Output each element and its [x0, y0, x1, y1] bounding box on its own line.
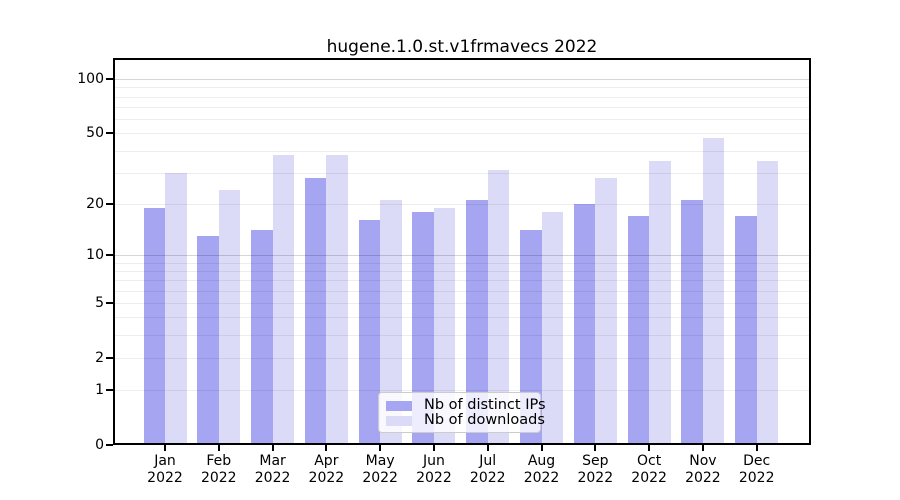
bar-nb-of-downloads-apr-2022: [326, 154, 348, 445]
bar-nb-of-distinct-ips-feb-2022: [197, 235, 219, 445]
bar-nb-of-downloads-jul-2022: [487, 170, 510, 445]
y-tick-100: [106, 78, 113, 81]
legend-swatch-distinct-ips: [386, 400, 412, 411]
legend-label-downloads: Nb of downloads: [424, 412, 545, 428]
gridline-minor: [115, 302, 809, 304]
bar-nb-of-distinct-ips-apr-2022: [304, 178, 327, 445]
x-tick-jan-2022: [164, 445, 166, 451]
gridline-minor: [115, 107, 809, 109]
x-tick-label-nov-2022: Nov 2022: [685, 453, 721, 486]
y-tick-50: [106, 132, 113, 135]
y-tick-0: [106, 444, 113, 446]
legend-label-distinct-ips: Nb of distinct IPs: [424, 397, 546, 413]
x-tick-label-feb-2022: Feb 2022: [200, 453, 237, 486]
gridline-minor: [115, 203, 809, 205]
x-tick-dec-2022: [755, 445, 758, 451]
legend-swatch-downloads: [386, 415, 412, 426]
x-tick-mar-2022: [271, 445, 274, 451]
gridline-minor: [115, 335, 809, 337]
x-tick-jun-2022: [432, 445, 435, 451]
x-tick-label-jul-2022: Jul 2022: [469, 453, 506, 486]
x-tick-label-sep-2022: Sep 2022: [577, 453, 614, 486]
x-tick-aug-2022: [540, 445, 543, 451]
gridline-major: [115, 79, 809, 81]
gridline-minor: [115, 96, 809, 98]
gridline-minor: [115, 87, 809, 89]
bar-nb-of-distinct-ips-dec-2022: [735, 215, 757, 445]
y-tick-label-100: 100: [77, 71, 104, 88]
y-tick-label-0: 0: [95, 437, 104, 453]
bar-nb-of-distinct-ips-jan-2022: [143, 207, 165, 445]
bar-nb-of-distinct-ips-aug-2022: [520, 230, 542, 445]
gridline-minor: [115, 133, 809, 135]
gridline-minor: [115, 150, 809, 152]
y-tick-20: [106, 202, 113, 205]
x-tick-label-dec-2022: Dec 2022: [738, 453, 775, 486]
bar-nb-of-downloads-mar-2022: [272, 154, 295, 445]
gridline-minor: [115, 290, 809, 292]
legend-item-distinct-ips: Nb of distinct IPs: [386, 398, 546, 413]
y-tick-label-5: 5: [95, 294, 104, 311]
x-tick-label-jun-2022: Jun 2022: [416, 453, 452, 486]
gridline-minor: [115, 280, 809, 282]
x-tick-nov-2022: [701, 445, 704, 451]
bar-nb-of-distinct-ips-jun-2022: [412, 211, 434, 445]
bar-nb-of-downloads-aug-2022: [541, 211, 564, 445]
gridline-minor: [115, 119, 809, 121]
bar-nb-of-downloads-jan-2022: [165, 172, 187, 445]
y-tick-label-1: 1: [95, 382, 104, 399]
y-tick-label-20: 20: [86, 195, 104, 212]
x-tick-jul-2022: [486, 445, 489, 451]
x-tick-label-jan-2022: Jan 2022: [147, 453, 183, 486]
x-tick-may-2022: [379, 445, 382, 451]
chart-title: hugene.1.0.st.v1frmavecs 2022: [326, 37, 598, 57]
bar-nb-of-downloads-dec-2022: [756, 160, 779, 445]
gridline-major: [115, 254, 809, 256]
gridline-minor: [115, 357, 809, 359]
bar-nb-of-downloads-nov-2022: [702, 138, 725, 445]
gridline-minor: [115, 262, 809, 264]
gridline-minor: [115, 390, 809, 392]
bar-nb-of-downloads-jun-2022: [433, 207, 456, 445]
bar-nb-of-distinct-ips-jul-2022: [466, 200, 488, 445]
bar-nb-of-distinct-ips-may-2022: [358, 220, 381, 445]
gridline-minor: [115, 270, 809, 272]
x-tick-apr-2022: [325, 445, 328, 451]
y-tick-10: [106, 253, 113, 256]
legend: Nb of distinct IPs Nb of downloads: [378, 392, 546, 433]
x-tick-feb-2022: [217, 445, 220, 451]
gridline-minor: [115, 172, 809, 174]
bar-nb-of-distinct-ips-mar-2022: [251, 230, 273, 445]
x-tick-label-aug-2022: Aug 2022: [523, 453, 560, 486]
bar-nb-of-downloads-sep-2022: [595, 178, 617, 445]
bar-nb-of-distinct-ips-sep-2022: [573, 203, 596, 445]
x-tick-oct-2022: [648, 445, 651, 451]
y-tick-label-50: 50: [86, 125, 104, 142]
x-tick-label-oct-2022: Oct 2022: [631, 453, 667, 486]
y-tick-1: [106, 389, 113, 392]
gridline-minor: [115, 317, 809, 319]
bar-nb-of-downloads-may-2022: [380, 200, 402, 445]
x-tick-label-apr-2022: Apr 2022: [308, 453, 345, 486]
y-tick-label-2: 2: [95, 349, 104, 366]
x-tick-label-may-2022: May 2022: [362, 453, 398, 486]
y-tick-5: [106, 301, 113, 304]
y-tick-2: [106, 356, 113, 359]
legend-item-downloads: Nb of downloads: [386, 413, 545, 428]
bar-nb-of-downloads-feb-2022: [218, 189, 241, 445]
bar-nb-of-distinct-ips-oct-2022: [627, 215, 650, 445]
bar-nb-of-distinct-ips-nov-2022: [681, 200, 703, 445]
x-tick-sep-2022: [594, 445, 597, 451]
x-tick-label-mar-2022: Mar 2022: [254, 453, 291, 486]
y-tick-label-10: 10: [86, 246, 104, 263]
bar-nb-of-downloads-oct-2022: [649, 160, 671, 445]
